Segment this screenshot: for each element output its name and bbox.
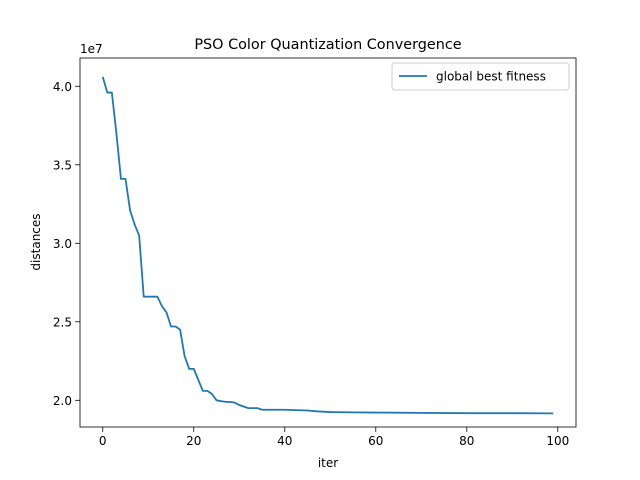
y-tick-label: 3.0	[53, 237, 72, 251]
y-tick-label: 3.5	[53, 158, 72, 172]
y-tick-label: 4.0	[53, 80, 72, 94]
axes-frame	[79, 57, 577, 428]
x-tick-label: 80	[459, 434, 474, 448]
y-axis-label: distances	[29, 213, 43, 270]
legend-label: global best fitness	[436, 70, 546, 84]
axes-layer: 0 20 40 60 80 100 2.0 2.5 3.0 3.5 4.0	[53, 57, 577, 448]
series-line-0	[101, 76, 554, 415]
y-tick-label: 2.0	[53, 394, 72, 408]
x-tick-label: 100	[546, 434, 569, 448]
legend-box	[391, 62, 570, 91]
x-tick-label: 20	[186, 434, 201, 448]
chart-title: PSO Color Quantization Convergence	[194, 37, 461, 53]
legend: global best fitness	[391, 62, 570, 91]
x-tick-label: 60	[368, 434, 383, 448]
y-offset-label: 1e7	[80, 42, 103, 56]
x-axis-label: iter	[318, 456, 338, 470]
x-tick-label: 40	[277, 434, 292, 448]
plot-layer	[101, 76, 554, 415]
y-tick-label: 2.5	[53, 315, 72, 329]
x-tick-label: 0	[99, 434, 107, 448]
